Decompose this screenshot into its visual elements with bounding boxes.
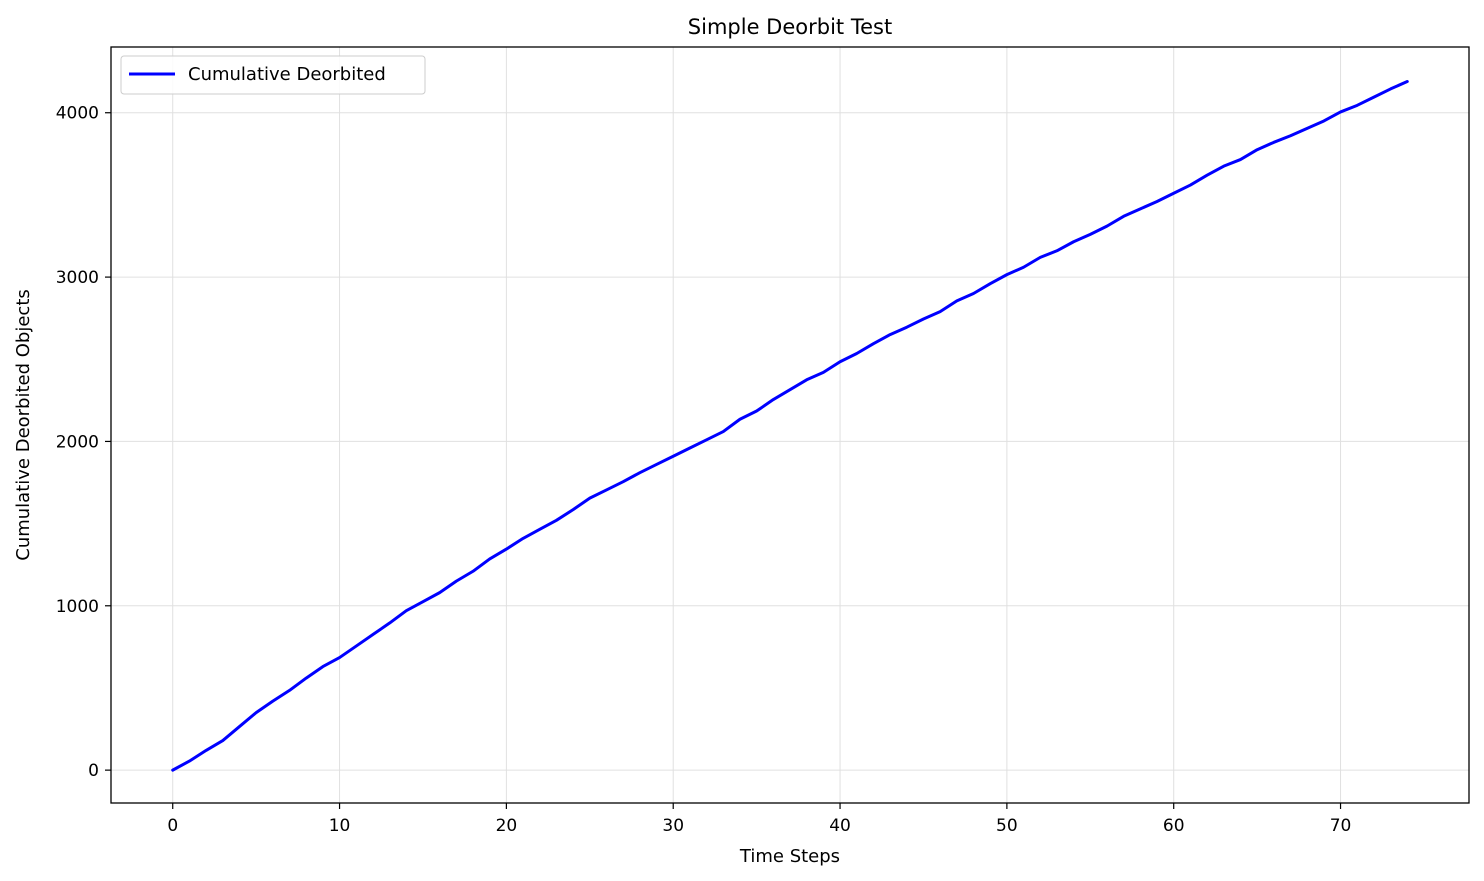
x-tick-label: 60 bbox=[1163, 816, 1185, 836]
y-gridlines bbox=[111, 112, 1469, 771]
y-axis-ticks: 0 1000 2000 3000 4000 bbox=[56, 104, 111, 781]
x-tick-label: 50 bbox=[996, 816, 1018, 836]
chart-title: Simple Deorbit Test bbox=[688, 15, 892, 39]
series-layer bbox=[171, 80, 1409, 772]
x-axis-ticks: 0 10 20 30 40 50 60 70 bbox=[167, 803, 1351, 836]
x-tick-label: 30 bbox=[662, 816, 684, 836]
plot-frame bbox=[110, 46, 1470, 804]
y-tick-label: 3000 bbox=[56, 268, 99, 288]
x-tick-label: 20 bbox=[496, 816, 518, 836]
legend: Cumulative Deorbited bbox=[120, 55, 426, 95]
y-tick-label: 4000 bbox=[56, 104, 99, 124]
y-axis-label: Cumulative Deorbited Objects bbox=[13, 289, 34, 561]
x-tick-label: 40 bbox=[829, 816, 851, 836]
x-axis-label: Time Steps bbox=[739, 846, 840, 867]
legend-label: Cumulative Deorbited bbox=[188, 64, 386, 85]
y-tick-label: 0 bbox=[88, 761, 99, 781]
y-tick-label: 2000 bbox=[56, 432, 99, 452]
x-tick-label: 0 bbox=[167, 816, 178, 836]
legend-box bbox=[120, 55, 426, 95]
x-tick-label: 70 bbox=[1330, 816, 1352, 836]
x-gridlines bbox=[172, 47, 1342, 803]
x-tick-label: 10 bbox=[329, 816, 351, 836]
y-tick-label: 1000 bbox=[56, 597, 99, 617]
series-line-0 bbox=[171, 80, 1409, 772]
